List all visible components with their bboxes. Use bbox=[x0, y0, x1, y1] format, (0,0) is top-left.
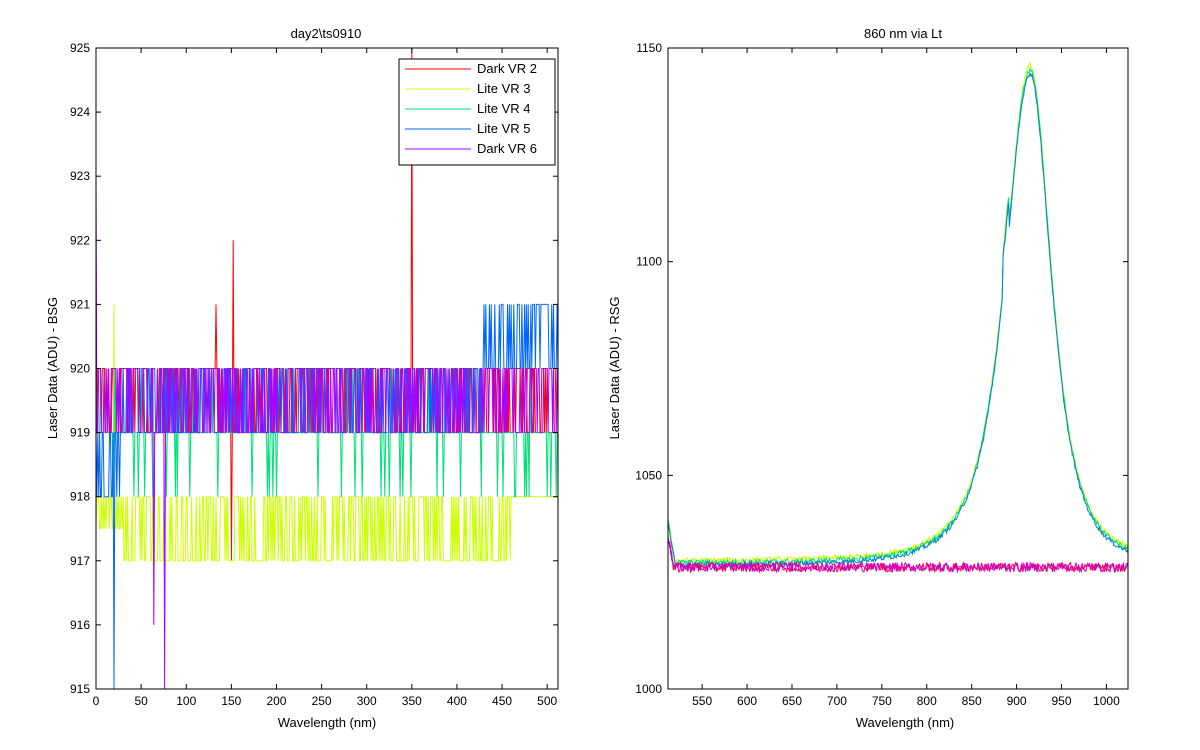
y-tick-label: 921 bbox=[70, 297, 90, 311]
y-tick-label: 915 bbox=[70, 682, 90, 696]
y-tick-label: 923 bbox=[70, 169, 90, 183]
x-tick-label: 800 bbox=[917, 694, 937, 708]
x-tick-label: 650 bbox=[782, 694, 802, 708]
right-title: 860 nm via Lt bbox=[864, 26, 942, 41]
legend-label: Dark VR 2 bbox=[477, 61, 537, 76]
series-line-lite-vr-5 bbox=[668, 72, 1128, 569]
y-tick-label: 924 bbox=[70, 105, 90, 119]
x-tick-label: 250 bbox=[312, 694, 332, 708]
series-line-lite-vr-3 bbox=[96, 304, 558, 562]
left-ylabel: Laser Data (ADU) - BSG bbox=[45, 297, 60, 439]
series-line-lite-vr-5 bbox=[96, 303, 558, 689]
series-line-lite-vr-4 bbox=[668, 66, 1128, 566]
right-plot-area bbox=[668, 61, 1128, 574]
x-tick-label: 50 bbox=[134, 694, 148, 708]
x-tick-label: 300 bbox=[357, 694, 377, 708]
x-tick-label: 200 bbox=[266, 694, 286, 708]
y-tick-label: 1050 bbox=[635, 468, 662, 482]
x-tick-label: 400 bbox=[447, 694, 467, 708]
x-tick-label: 900 bbox=[1007, 694, 1027, 708]
series-line-lite-vr-3 bbox=[668, 61, 1128, 565]
right-axes: 860 nm via Lt 550 600 650 700 750 800 850 900 95… bbox=[607, 26, 1129, 730]
x-tick-label: 950 bbox=[1052, 694, 1072, 708]
legend: Dark VR 2 Lite VR 3 Lite VR 4 Lite VR 5 Dark… bbox=[398, 58, 556, 166]
y-tick-label: 922 bbox=[70, 233, 90, 247]
left-axes: day2\ts0910 0 50 100 150 200 250 300 350 400 450 5… bbox=[45, 26, 559, 730]
legend-label: Lite VR 5 bbox=[477, 121, 530, 136]
x-tick-label: 750 bbox=[872, 694, 892, 708]
left-title: day2\ts0910 bbox=[291, 26, 362, 41]
x-tick-label: 350 bbox=[402, 694, 422, 708]
y-tick-label: 1100 bbox=[636, 255, 662, 269]
x-tick-label: 700 bbox=[827, 694, 847, 708]
right-xlabel: Wavelength (nm) bbox=[856, 715, 955, 730]
y-tick-label: 1150 bbox=[636, 41, 662, 55]
legend-box bbox=[398, 58, 556, 166]
right-ticks: 550 600 650 700 750 800 850 900 950 1000 1000 1050 1… bbox=[635, 41, 1128, 708]
x-tick-label: 0 bbox=[93, 694, 100, 708]
series-line-dark-vr-6 bbox=[96, 176, 558, 689]
left-plot-area bbox=[96, 48, 558, 689]
left-xlabel: Wavelength (nm) bbox=[278, 715, 377, 730]
x-tick-label: 850 bbox=[962, 694, 982, 708]
x-tick-label: 150 bbox=[221, 694, 241, 708]
y-tick-label: 925 bbox=[70, 41, 90, 55]
x-tick-label: 450 bbox=[492, 694, 512, 708]
right-axes-box bbox=[667, 47, 1129, 690]
right-ylabel: Laser Data (ADU) - RSG bbox=[607, 296, 622, 439]
x-tick-label: 100 bbox=[176, 694, 196, 708]
y-tick-label: 916 bbox=[70, 618, 90, 632]
x-tick-label: 600 bbox=[737, 694, 757, 708]
legend-label: Lite VR 4 bbox=[477, 101, 530, 116]
y-tick-label: 918 bbox=[70, 490, 90, 504]
x-tick-label: 550 bbox=[692, 694, 712, 708]
y-tick-label: 917 bbox=[70, 554, 90, 568]
y-tick-label: 1000 bbox=[635, 682, 662, 696]
x-tick-label: 500 bbox=[537, 694, 557, 708]
legend-label: Dark VR 6 bbox=[477, 141, 537, 156]
y-tick-label: 920 bbox=[70, 362, 90, 376]
series-line-dark-vr-6 bbox=[668, 536, 1128, 574]
legend-label: Lite VR 3 bbox=[477, 81, 530, 96]
y-tick-label: 919 bbox=[70, 426, 90, 440]
x-tick-label: 1000 bbox=[1093, 694, 1120, 708]
left-ticks: 0 50 100 150 200 250 300 350 400 450 500 915 916 917 9… bbox=[70, 41, 558, 708]
